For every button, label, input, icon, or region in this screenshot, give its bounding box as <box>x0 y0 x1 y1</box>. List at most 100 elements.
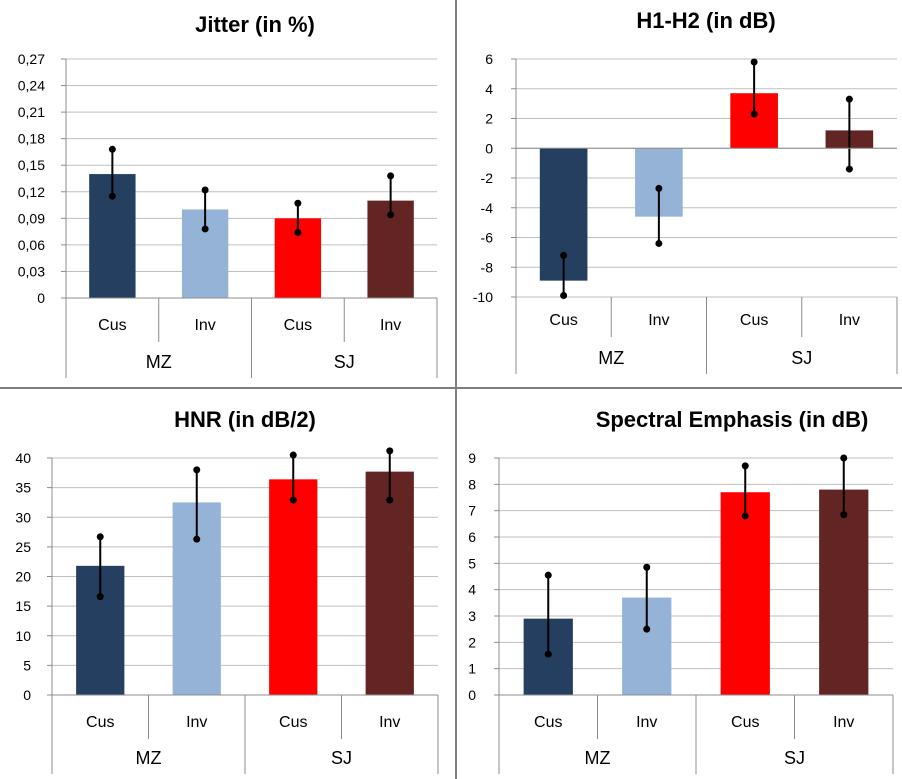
y-tick-label: -6 <box>481 230 494 246</box>
y-tick-label: 15 <box>15 598 31 614</box>
error-cap-low <box>96 593 104 601</box>
y-tick-label: 4 <box>485 81 493 97</box>
error-cap-low <box>840 511 848 519</box>
error-cap-low <box>655 239 663 247</box>
category-label: Inv <box>380 317 401 334</box>
y-tick-label: 5 <box>468 555 476 571</box>
y-tick-label: 7 <box>468 503 476 519</box>
error-cap-high <box>96 533 104 541</box>
bar-cus <box>269 479 318 695</box>
error-cap-high <box>289 451 297 459</box>
category-label: Inv <box>379 714 400 731</box>
y-tick-label: 20 <box>15 569 31 585</box>
y-tick-label: 8 <box>468 476 476 492</box>
y-tick-label: 2 <box>485 111 493 127</box>
y-tick-label: 0 <box>23 687 31 703</box>
y-tick-label: 0,24 <box>18 78 45 94</box>
group-label: SJ <box>331 748 352 768</box>
y-tick-label: -2 <box>481 170 494 186</box>
error-cap-low <box>108 192 116 200</box>
chart-title: HNR (in dB/2) <box>174 407 316 432</box>
category-label: Inv <box>194 317 215 334</box>
bar-inv <box>365 471 414 695</box>
group-label: MZ <box>136 748 162 768</box>
group-label: SJ <box>784 748 805 768</box>
y-tick-label: 25 <box>15 539 31 555</box>
group-label: MZ <box>598 348 624 368</box>
y-tick-label: -10 <box>473 289 493 305</box>
y-tick-label: -8 <box>481 259 494 275</box>
category-label: Cus <box>279 714 307 731</box>
y-tick-label: 0,06 <box>18 237 45 253</box>
y-tick-label: 6 <box>468 529 476 545</box>
bar-inv <box>819 489 869 695</box>
group-label: SJ <box>791 348 812 368</box>
chart-title: Jitter (in %) <box>195 12 315 37</box>
error-cap-high <box>741 462 749 470</box>
y-tick-label: 4 <box>468 582 476 598</box>
error-cap-high <box>750 58 758 66</box>
error-cap-low <box>294 228 302 236</box>
y-tick-label: 9 <box>468 450 476 466</box>
y-tick-label: 35 <box>15 480 31 496</box>
error-cap-high <box>386 447 394 455</box>
error-cap-high <box>643 563 651 571</box>
y-tick-label: 0 <box>37 290 45 306</box>
category-label: Inv <box>839 312 860 329</box>
error-cap-low <box>289 496 297 504</box>
group-label: MZ <box>146 352 172 372</box>
error-cap-high <box>845 95 853 103</box>
chart-panel-1: Jitter (in %) 0 0,03 0,06 0,09 0,12 0,15 0,18 0,… <box>18 12 438 378</box>
y-tick-label: 3 <box>468 608 476 624</box>
chart-panel-3: HNR (in dB/2) 0 5 10 15 20 25 30 35 40 Cus Inv Cus In… <box>15 407 439 774</box>
y-tick-label: -4 <box>481 200 494 216</box>
category-label: Cus <box>284 317 312 334</box>
group-label: SJ <box>334 352 355 372</box>
error-cap-high <box>544 571 552 579</box>
error-cap-low <box>643 625 651 633</box>
y-tick-label: 10 <box>15 628 31 644</box>
y-tick-label: 0,03 <box>18 263 45 279</box>
y-tick-label: 0,27 <box>18 51 45 67</box>
y-tick-label: 0,09 <box>18 210 45 226</box>
error-cap-low <box>845 165 853 173</box>
chart-title: Spectral Emphasis (in dB) <box>596 407 869 432</box>
error-cap-low <box>387 211 395 219</box>
y-tick-label: 0,18 <box>18 131 45 147</box>
chart-panel-4: Spectral Emphasis (in dB) 0 1 2 3 4 5 6 7 8 9 Cus In… <box>468 407 894 774</box>
chart-panel-2: H1-H2 (in dB) -10 -8 -6 -4 -2 0 2 4 6 Cus Inv Cus Inv… <box>473 8 898 374</box>
error-cap-low <box>741 512 749 520</box>
y-tick-label: 2 <box>468 634 476 650</box>
y-tick-label: 30 <box>15 509 31 525</box>
y-tick-label: 0,15 <box>18 157 45 173</box>
error-cap-high <box>840 454 848 462</box>
y-tick-label: 40 <box>15 450 31 466</box>
bar-cus <box>720 492 770 695</box>
y-tick-label: 0,12 <box>18 184 45 200</box>
category-label: Inv <box>636 714 657 731</box>
category-label: Cus <box>731 714 759 731</box>
error-cap-high <box>294 199 302 207</box>
y-tick-label: 0,21 <box>18 104 45 120</box>
vertical-divider <box>455 0 457 779</box>
y-tick-label: 6 <box>485 51 493 67</box>
error-cap-low <box>750 110 758 118</box>
y-tick-label: 0 <box>485 140 493 156</box>
category-label: Cus <box>86 714 114 731</box>
error-cap-low <box>544 650 552 658</box>
error-cap-low <box>193 535 201 543</box>
error-cap-high <box>560 251 568 259</box>
horizontal-divider <box>0 387 902 389</box>
error-cap-low <box>560 292 568 300</box>
error-cap-high <box>655 184 663 192</box>
error-cap-high <box>193 466 201 474</box>
category-label: Cus <box>534 714 562 731</box>
category-label: Inv <box>648 312 669 329</box>
category-label: Inv <box>833 714 854 731</box>
error-cap-low <box>201 225 209 233</box>
chart-title: H1-H2 (in dB) <box>636 8 775 33</box>
y-tick-label: 1 <box>468 661 476 677</box>
group-label: MZ <box>585 748 611 768</box>
error-cap-high <box>387 172 395 180</box>
